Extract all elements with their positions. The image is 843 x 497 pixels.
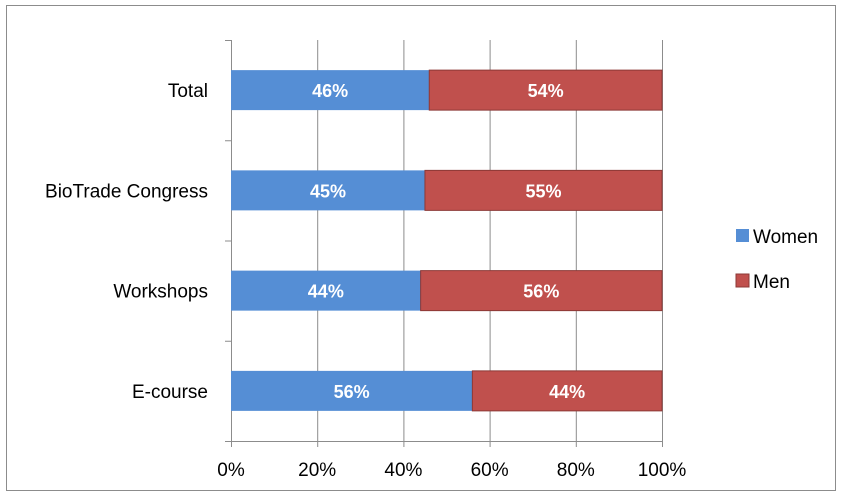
- bar-women-workshops: [231, 270, 421, 311]
- x-tick-label: 80%: [557, 460, 595, 481]
- legend-swatch-women: [736, 229, 749, 242]
- category-label-biotrade-congress: BioTrade Congress: [45, 181, 208, 202]
- labels: Total 46% 54% BioTrade Congress 45% 55% Worksh…: [45, 81, 585, 403]
- category-label-total: Total: [168, 81, 208, 102]
- bars: [231, 69, 663, 412]
- data-label-women-total: 46%: [312, 81, 348, 101]
- x-tick-label: 100%: [638, 460, 687, 481]
- bar-men-total: [428, 69, 663, 111]
- data-label-men-e-course: 44%: [549, 382, 585, 402]
- bar-men-workshops: [420, 270, 663, 312]
- data-label-men-biotrade-congress: 55%: [525, 181, 561, 201]
- bar-women-e-course: [231, 370, 473, 411]
- legend-label-men: Men: [753, 272, 790, 293]
- data-label-men-total: 54%: [528, 81, 564, 101]
- data-label-men-workshops: 56%: [523, 282, 559, 302]
- category-label-e-course: E-course: [132, 382, 208, 403]
- data-label-women-e-course: 56%: [334, 382, 370, 402]
- bar-men-biotrade-congress: [424, 169, 663, 211]
- x-tick-label: 60%: [471, 460, 509, 481]
- bar-men-e-course: [471, 370, 663, 412]
- bar-women-total: [231, 70, 430, 111]
- x-tick-label: 0%: [217, 460, 245, 481]
- category-label-workshops: Workshops: [113, 282, 208, 303]
- data-label-women-workshops: 44%: [308, 282, 344, 302]
- bar-women-biotrade-congress: [231, 170, 425, 211]
- data-label-women-biotrade-congress: 45%: [310, 181, 346, 201]
- legend: Women Men: [735, 227, 818, 293]
- legend-swatch-men: [735, 273, 750, 288]
- x-tick-label: 40%: [384, 460, 422, 481]
- x-tick-label: 20%: [298, 460, 336, 481]
- legend-label-women: Women: [753, 227, 818, 248]
